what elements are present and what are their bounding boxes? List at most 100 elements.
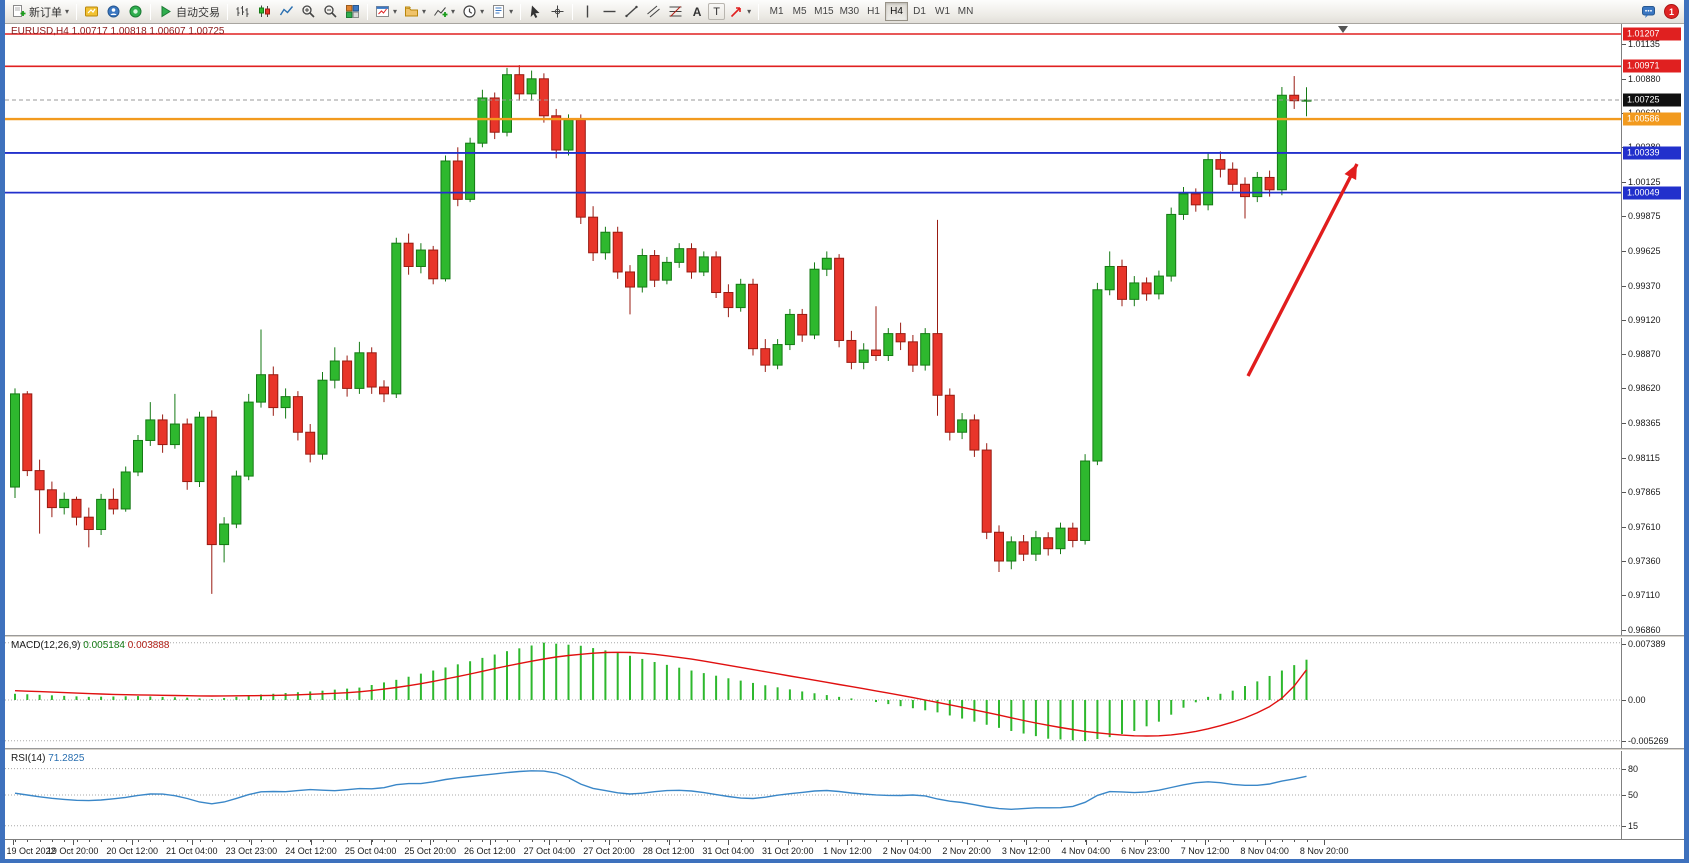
bar-chart-button[interactable] [232, 2, 253, 22]
time-axis-label: 19 Oct 2022 [6, 846, 56, 856]
time-axis-label: 2 Nov 20:00 [942, 846, 991, 856]
time-axis-tick [384, 840, 385, 842]
market-watch-button[interactable] [125, 2, 146, 22]
time-axis-tick [716, 840, 718, 842]
time-axis-tick [150, 840, 152, 842]
time-axis-tick [740, 840, 742, 842]
time-axis-tick [101, 840, 103, 842]
timeframe-m30[interactable]: M30 [837, 2, 862, 21]
vertical-line-button[interactable] [577, 2, 598, 22]
cursor-button[interactable] [525, 2, 546, 22]
time-axis-tick [1072, 840, 1074, 842]
timeframe-h4[interactable]: H4 [885, 2, 909, 21]
time-axis-tick [543, 840, 545, 842]
time-axis-tick [211, 840, 213, 842]
time-axis-tick [1306, 840, 1308, 842]
time-axis-tick [876, 840, 877, 842]
horizontal-line-button[interactable] [599, 2, 620, 22]
time-axis-tick [310, 840, 312, 842]
macd-main-value: 0.005184 [83, 640, 125, 651]
community-button[interactable] [103, 2, 124, 22]
time-axis-tick [703, 840, 705, 842]
arrows-tool-button[interactable]: ▾ [726, 2, 754, 22]
line-chart-button[interactable] [276, 2, 297, 22]
time-axis[interactable]: 19 Oct 2022 19 Oct 20:00 20 Oct 12:00 21 Oc… [5, 839, 1684, 859]
price-axis-label: 0.96860 [1628, 624, 1661, 635]
time-axis-tick [568, 840, 570, 842]
time-axis-tick [728, 840, 730, 845]
time-axis-tick [787, 840, 789, 845]
chart-info: EURUSD,H4 1.00717 1.00818 1.00607 1.0072… [11, 26, 225, 37]
time-axis-tick [489, 840, 491, 845]
rsi-pane[interactable]: 80 50 15 RSI(14) 71.2825 [5, 751, 1684, 839]
chart-profiles-button[interactable]: ▾ [401, 2, 429, 22]
timeframe-d1[interactable]: D1 [908, 2, 931, 21]
time-axis-tick [814, 840, 816, 842]
chevron-down-icon: ▾ [451, 6, 456, 16]
new-order-button[interactable]: 新订单 ▾ [8, 2, 72, 22]
timeframe-m5[interactable]: M5 [788, 2, 811, 21]
text-label-button[interactable]: T [708, 3, 726, 20]
time-axis-tick [88, 840, 90, 842]
price-axis-tick [1622, 78, 1626, 80]
macd-canvas[interactable] [5, 638, 1621, 748]
main-chart-canvas[interactable] [5, 24, 1621, 635]
main-chart-pane[interactable]: 1.011351.008801.006301.003801.001250.998… [5, 24, 1684, 635]
templates-button[interactable]: ▾ [488, 2, 516, 22]
new-chart-button[interactable]: ▾ [372, 2, 400, 22]
time-axis-tick [519, 840, 521, 842]
time-axis-tick [1085, 840, 1087, 845]
autotrade-button[interactable]: 自动交易 [155, 2, 223, 22]
pane-splitter[interactable] [5, 635, 1684, 638]
price-axis-label: 0.99120 [1628, 314, 1661, 325]
text-button[interactable]: A [687, 2, 707, 22]
chart-window: 1.011351.008801.006301.003801.001250.998… [5, 24, 1684, 859]
trendline-button[interactable] [621, 2, 642, 22]
rsi-axis-tick [1622, 795, 1626, 796]
rsi-title: RSI(14) [11, 753, 46, 764]
time-axis-tick [1245, 840, 1246, 842]
rsi-canvas[interactable] [5, 751, 1621, 839]
time-axis-tick [765, 840, 767, 842]
time-axis-tick [334, 840, 336, 842]
time-axis-tick [15, 840, 16, 842]
macd-axis-tick [1622, 644, 1626, 645]
candlestick-chart-button[interactable] [254, 2, 275, 22]
zoom-in-icon [301, 4, 316, 19]
periods-button[interactable]: ▾ [459, 2, 487, 22]
time-axis-tick [925, 840, 927, 842]
timeframe-w1[interactable]: W1 [931, 2, 954, 21]
chat-button[interactable] [1638, 2, 1659, 22]
fibonacci-icon [668, 4, 683, 19]
timeframe-h1[interactable]: H1 [862, 2, 885, 21]
metaeditor-button[interactable] [81, 2, 102, 22]
rsi-axis[interactable]: 80 50 15 [1621, 751, 1684, 839]
macd-axis[interactable]: 0.007389 0.00 -0.005269 [1621, 638, 1684, 748]
fibonacci-button[interactable] [665, 2, 686, 22]
macd-pane[interactable]: 0.007389 0.00 -0.005269 MACD(12,26,9) 0.00… [5, 638, 1684, 748]
tile-windows-button[interactable] [342, 2, 363, 22]
rsi-axis-tick [1622, 768, 1626, 770]
timeframe-m1[interactable]: M1 [765, 2, 788, 21]
timeframe-m15[interactable]: M15 [811, 2, 836, 21]
time-axis-tick [666, 840, 668, 842]
time-axis-tick [999, 840, 1000, 842]
zoom-out-button[interactable] [320, 2, 341, 22]
time-axis-tick [949, 840, 951, 842]
timeframe-mn[interactable]: MN [954, 2, 977, 21]
zoom-in-button[interactable] [298, 2, 319, 22]
time-axis-tick [531, 840, 533, 842]
time-axis-tick [802, 840, 804, 842]
crosshair-button[interactable] [547, 2, 568, 22]
indicators-button[interactable]: ▾ [430, 2, 458, 22]
price-axis-label: 0.97610 [1628, 521, 1661, 532]
pane-splitter[interactable] [5, 748, 1684, 751]
time-axis-tick [1122, 840, 1123, 842]
notification-badge[interactable]: 1 [1664, 4, 1679, 19]
channel-button[interactable] [643, 2, 664, 22]
price-axis-tick [1622, 423, 1626, 425]
price-axis[interactable]: 1.011351.008801.006301.003801.001250.998… [1621, 24, 1684, 635]
time-axis-tick [1324, 840, 1326, 845]
market-watch-icon [128, 4, 143, 19]
time-axis-tick [457, 840, 459, 842]
